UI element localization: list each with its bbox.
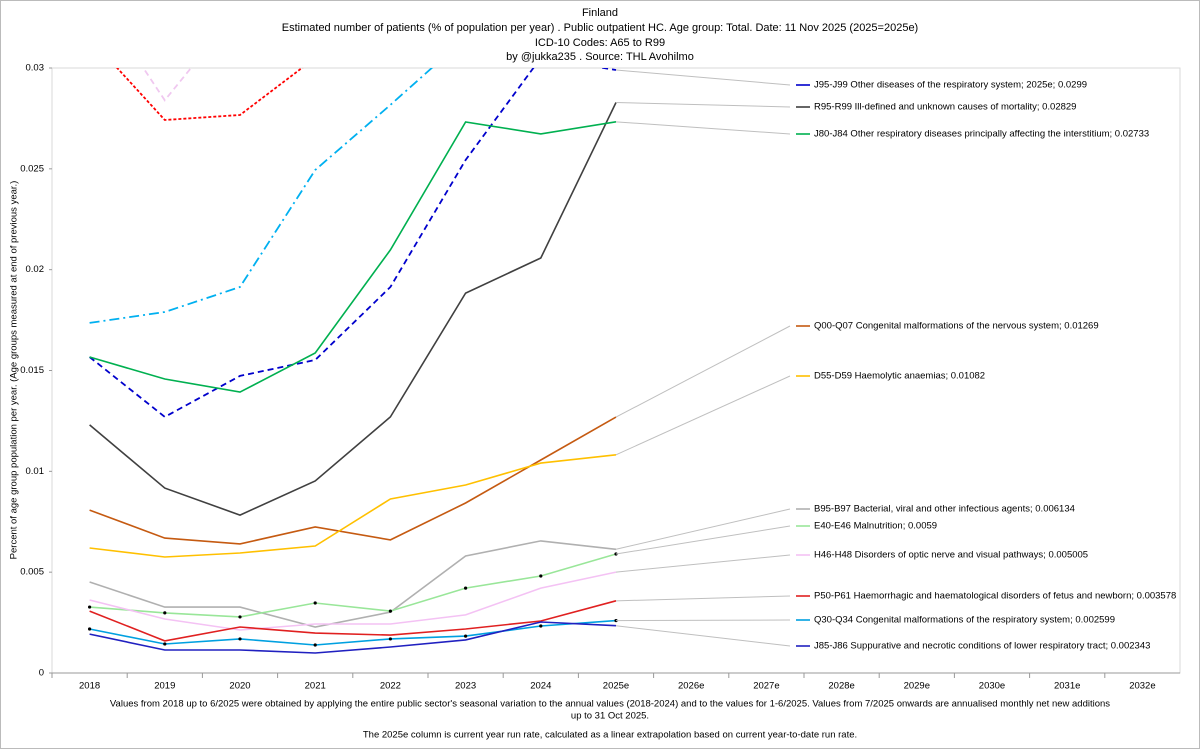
legend-label: J80-J84 Other respiratory diseases princ… xyxy=(814,129,1149,140)
x-tick-label: 2018 xyxy=(79,681,100,692)
legend-label: B95-B97 Bacterial, viral and other infec… xyxy=(814,504,1075,515)
series-line xyxy=(142,68,193,102)
x-tick-label: 2023 xyxy=(455,681,476,692)
x-tick-label: 2027e xyxy=(753,681,779,692)
series-line xyxy=(116,68,304,121)
point-marker xyxy=(88,605,92,609)
y-tick-label: 0.01 xyxy=(26,466,45,477)
point-marker xyxy=(313,643,317,647)
y-tick-label: 0.015 xyxy=(20,365,44,376)
legend-label: Q00-Q07 Congenital malformations of the … xyxy=(814,321,1099,332)
series-line xyxy=(89,621,617,654)
y-tick-label: 0.025 xyxy=(20,163,44,174)
leader-line xyxy=(615,619,791,622)
point-marker xyxy=(464,586,468,590)
note: up to 31 Oct 2025. xyxy=(571,711,649,722)
x-tick-label: 2031e xyxy=(1054,681,1080,692)
x-tick-label: 2032e xyxy=(1129,681,1155,692)
point-marker xyxy=(614,618,618,623)
legend-label: J95-J99 Other diseases of the respirator… xyxy=(814,80,1087,91)
legend-label: J85-J86 Suppurative and necrotic conditi… xyxy=(814,641,1150,652)
legend-label: Q30-Q34 Congenital malformations of the … xyxy=(814,615,1115,626)
leader-line xyxy=(615,325,791,418)
point-marker xyxy=(388,637,392,641)
chart-title: Finland xyxy=(582,7,618,19)
point-marker xyxy=(163,611,167,615)
point-marker xyxy=(614,552,618,556)
point-marker xyxy=(464,634,468,638)
point-marker xyxy=(539,574,543,578)
leader-line xyxy=(615,525,791,555)
leader-line xyxy=(615,101,791,108)
leader-line xyxy=(615,554,791,573)
legend-label: E40-E46 Malnutrition; 0.0059 xyxy=(814,521,937,532)
y-tick-label: 0 xyxy=(39,668,44,679)
subtitle: by @jukka235 . Source: THL Avohilmo xyxy=(506,51,694,63)
x-tick-label: 2020 xyxy=(229,681,250,692)
note: Values from 2018 up to 6/2025 were obtai… xyxy=(110,699,1110,710)
x-tick-label: 2021 xyxy=(305,681,326,692)
series-line xyxy=(89,540,617,628)
x-tick-label: 2028e xyxy=(828,681,854,692)
series-line xyxy=(89,68,434,324)
x-tick-label: 2024 xyxy=(530,681,551,692)
y-tick-label: 0.03 xyxy=(26,63,45,74)
series-line xyxy=(89,571,617,631)
series-line xyxy=(89,121,617,393)
point-marker xyxy=(163,642,167,646)
series-line xyxy=(89,454,617,558)
x-tick-label: 2030e xyxy=(979,681,1005,692)
subtitle: ICD-10 Codes: A65 to R99 xyxy=(535,37,665,49)
x-tick-label: 2022 xyxy=(380,681,401,692)
leader-line xyxy=(615,625,791,647)
series-line xyxy=(89,102,617,516)
series-line xyxy=(89,553,617,618)
point-marker xyxy=(238,637,242,641)
series-line xyxy=(89,68,617,418)
note: The 2025e column is current year run rat… xyxy=(363,730,857,741)
point-marker xyxy=(313,601,317,605)
leader-line xyxy=(615,508,791,550)
legend-label: H46-H48 Disorders of optic nerve and vis… xyxy=(814,550,1088,561)
legend-label: R95-R99 Ill-defined and unknown causes o… xyxy=(814,102,1076,113)
x-tick-label: 2025e xyxy=(603,681,629,692)
legend-label: P50-P61 Haemorrhagic and haematological … xyxy=(814,591,1176,602)
point-marker xyxy=(238,615,242,619)
y-tick-label: 0.02 xyxy=(26,264,45,275)
leader-line xyxy=(615,595,791,602)
x-tick-label: 2019 xyxy=(154,681,175,692)
legend-label: D55-D59 Haemolytic anaemias; 0.01082 xyxy=(814,371,985,382)
leader-line xyxy=(615,121,791,135)
leader-line xyxy=(615,69,791,86)
x-tick-label: 2026e xyxy=(678,681,704,692)
x-tick-label: 2029e xyxy=(904,681,930,692)
subtitle: Estimated number of patients (% of popul… xyxy=(282,22,918,34)
series-line xyxy=(89,619,617,646)
y-axis-label: Percent of age group population per year… xyxy=(9,181,20,560)
point-marker xyxy=(539,624,543,628)
leader-line xyxy=(615,375,791,456)
series-line xyxy=(89,600,617,642)
point-marker xyxy=(88,627,92,631)
y-tick-label: 0.005 xyxy=(20,567,44,578)
point-marker xyxy=(388,609,392,613)
